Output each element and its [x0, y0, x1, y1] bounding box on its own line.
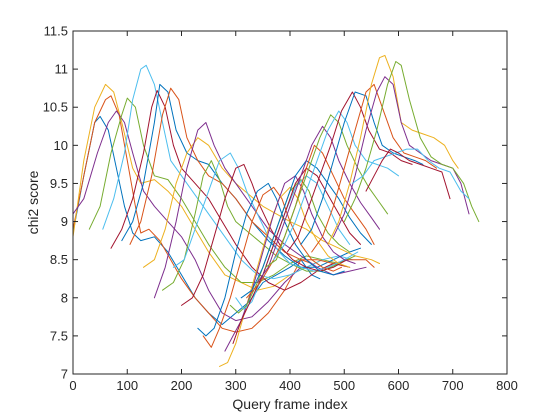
x-tick-label: 500 [333, 378, 355, 393]
series-line-33 [351, 148, 470, 200]
series-line-12 [162, 160, 356, 291]
series-line-4 [72, 110, 302, 322]
series-line-10 [143, 137, 380, 268]
series-line-1 [72, 115, 321, 325]
x-tick-label: 700 [442, 378, 464, 393]
series-line-18 [224, 175, 356, 352]
y-tick-label: 8 [61, 290, 68, 305]
series-line-9 [129, 87, 375, 268]
series-line-21 [232, 167, 361, 344]
x-tick-label: 400 [279, 378, 301, 393]
y-tick-label: 9 [61, 214, 68, 229]
series-line-30 [327, 54, 459, 245]
series-line-5 [88, 97, 340, 283]
series-line-3 [72, 83, 323, 291]
y-axis-label: chi2 score [25, 170, 41, 234]
series-line-24 [256, 125, 380, 283]
series-line-32 [343, 61, 480, 223]
x-tick-label: 600 [388, 378, 410, 393]
series-line-25 [265, 114, 389, 268]
series-line-23 [246, 144, 375, 299]
y-tick-label: 7 [61, 367, 68, 382]
y-tick-label: 10.5 [43, 100, 68, 115]
x-tick-label: 200 [171, 378, 193, 393]
series-layer [72, 54, 480, 367]
series-line-6 [102, 64, 353, 280]
series-line-15 [197, 182, 345, 337]
y-tick-label: 11.5 [44, 24, 68, 39]
series-line-16 [202, 186, 342, 348]
series-line-20 [235, 175, 351, 310]
series-line-8 [121, 83, 361, 268]
x-tick-label: 800 [496, 378, 518, 393]
ticks-layer: 0 100 200 300 400 500 600 700 800 7 7.5 8 8.5 9 9.5 10 1… [43, 24, 518, 394]
x-tick-label: 100 [116, 378, 138, 393]
y-tick-label: 7.5 [50, 328, 68, 343]
y-tick-label: 9.5 [50, 176, 68, 191]
series-line-2 [72, 95, 313, 333]
x-tick-label: 0 [69, 378, 76, 393]
x-tick-label: 300 [225, 378, 247, 393]
y-tick-label: 11 [55, 62, 69, 77]
series-line-7 [110, 90, 351, 291]
series-line-17 [219, 186, 351, 367]
series-line-26 [273, 110, 399, 261]
y-tick-label: 8.5 [50, 252, 68, 267]
series-line-34 [365, 148, 451, 200]
series-line-29 [311, 83, 437, 253]
series-line-27 [286, 91, 413, 253]
x-axis-label: Query frame index [232, 396, 347, 412]
y-tick-label: 10 [54, 138, 68, 153]
series-line-28 [300, 91, 424, 245]
